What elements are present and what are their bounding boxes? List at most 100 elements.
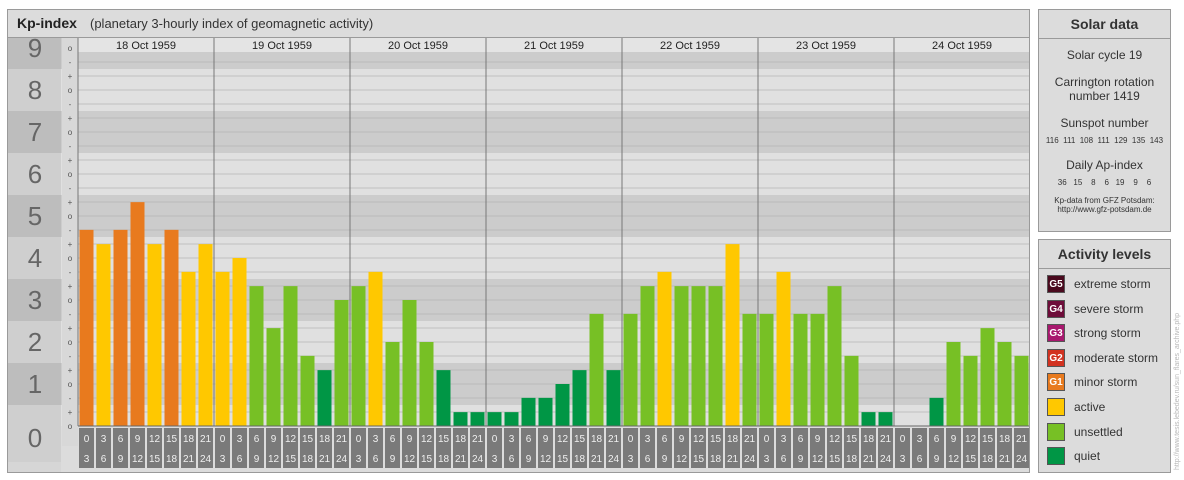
time-slot-box xyxy=(249,428,264,468)
time-slot-box xyxy=(674,428,689,468)
slot-end-label: 12 xyxy=(812,454,824,465)
time-slot-box xyxy=(487,428,502,468)
slot-end-label: 3 xyxy=(900,454,906,465)
slot-end-label: 21 xyxy=(999,454,1011,465)
minor-tick-label: + xyxy=(68,198,73,207)
slot-start-label: 15 xyxy=(846,434,858,445)
minor-tick-label: + xyxy=(68,366,73,375)
y-tick-label: 2 xyxy=(28,327,42,357)
source-line-2[interactable]: http://www.gfz-potsdam.de xyxy=(1057,205,1152,214)
kp-bar xyxy=(181,271,196,426)
slot-start-label: 12 xyxy=(149,434,161,445)
y-axis-band xyxy=(8,363,61,405)
source-line-1: Kp-data from GFZ Potsdam: xyxy=(1054,196,1155,205)
slot-end-label: 15 xyxy=(421,454,433,465)
y-axis-band xyxy=(8,38,61,69)
time-slot-box xyxy=(793,428,808,468)
time-slot-box xyxy=(640,428,655,468)
slot-start-label: 0 xyxy=(900,434,906,445)
y-axis-band xyxy=(8,111,61,153)
slot-end-label: 6 xyxy=(237,454,243,465)
slot-start-label: 6 xyxy=(526,434,532,445)
legend-item: quiet xyxy=(1047,447,1100,466)
slot-start-label: 0 xyxy=(628,434,634,445)
slot-start-label: 12 xyxy=(693,434,705,445)
time-slot-box xyxy=(708,428,723,468)
slot-end-label: 24 xyxy=(200,454,212,465)
kp-bar xyxy=(453,412,468,426)
kp-bar xyxy=(521,397,536,426)
chart-title: Kp-index xyxy=(17,15,77,31)
slot-end-label: 15 xyxy=(149,454,161,465)
time-slot-box xyxy=(606,428,621,468)
slot-end-label: 24 xyxy=(744,454,756,465)
day-label: 21 Oct 1959 xyxy=(524,40,584,52)
slot-end-label: 24 xyxy=(1016,454,1028,465)
slot-start-label: 15 xyxy=(574,434,586,445)
minor-tick-label: - xyxy=(69,394,72,403)
minor-tick-label: + xyxy=(68,324,73,333)
kp-bar xyxy=(963,355,978,426)
time-slot-box xyxy=(691,428,706,468)
time-slot-box xyxy=(147,428,162,468)
minor-tick-label: o xyxy=(68,170,73,179)
sunspot-values: 116 111 108 111 129 135 143 xyxy=(1045,136,1164,145)
slot-start-label: 9 xyxy=(135,434,141,445)
time-slot-box xyxy=(555,428,570,468)
kp-bar xyxy=(1014,355,1029,426)
slot-end-label: 12 xyxy=(948,454,960,465)
legend-swatch: G4 xyxy=(1047,299,1065,318)
kp-chart-panel: 0 1 2 3 4 5 6 7 8 9 o + - o + - o + - o + - o + - o + - o + - o + - o + - o 18… xyxy=(7,9,1030,473)
legend-swatch xyxy=(1047,398,1065,416)
kp-bar xyxy=(759,313,774,426)
kp-bar xyxy=(504,412,519,426)
legend-swatch: G2 xyxy=(1047,348,1065,367)
minor-tick-label: o xyxy=(68,86,73,95)
ap-title: Daily Ap-index xyxy=(1066,158,1143,172)
slot-end-label: 9 xyxy=(254,454,260,465)
slot-end-label: 12 xyxy=(404,454,416,465)
slot-end-label: 9 xyxy=(934,454,940,465)
time-slot-box xyxy=(521,428,536,468)
minor-tick-label: o xyxy=(68,254,73,263)
slot-start-label: 18 xyxy=(183,434,195,445)
legend-swatch: G3 xyxy=(1047,324,1065,343)
solar-data-panel: Solar data Solar cycle 19 Carrington rot… xyxy=(1038,9,1171,232)
minor-tick-label: o xyxy=(68,338,73,347)
slot-end-label: 3 xyxy=(84,454,90,465)
legend-swatch xyxy=(1047,422,1065,441)
kp-bar xyxy=(742,313,757,426)
time-slot-box xyxy=(79,428,94,468)
day-header-row xyxy=(78,38,1029,52)
slot-start-label: 6 xyxy=(934,434,940,445)
y-axis-band xyxy=(8,321,61,363)
slot-end-label: 15 xyxy=(557,454,569,465)
slot-start-label: 9 xyxy=(543,434,549,445)
slot-start-label: 12 xyxy=(557,434,569,445)
slot-end-label: 18 xyxy=(710,454,722,465)
slot-start-label: 0 xyxy=(492,434,498,445)
time-slot-box xyxy=(572,428,587,468)
slot-start-label: 21 xyxy=(1016,434,1028,445)
kp-bar xyxy=(147,244,162,426)
slot-end-label: 9 xyxy=(390,454,396,465)
slot-end-label: 6 xyxy=(781,454,787,465)
slot-end-label: 3 xyxy=(220,454,226,465)
kp-bar xyxy=(164,229,179,426)
slot-start-label: 3 xyxy=(781,434,787,445)
kp-bar xyxy=(946,342,961,426)
y-tick-label: 8 xyxy=(28,75,42,105)
slot-end-label: 6 xyxy=(645,454,651,465)
kp-bar xyxy=(470,412,485,426)
kp-bar xyxy=(249,286,264,426)
legend-label: minor storm xyxy=(1074,375,1138,390)
legend-label: extreme storm xyxy=(1074,277,1151,291)
kp-bar xyxy=(572,370,587,426)
day-label: 22 Oct 1959 xyxy=(660,40,720,52)
slot-start-label: 15 xyxy=(438,434,450,445)
day-label: 19 Oct 1959 xyxy=(252,40,312,52)
minor-tick-label: o xyxy=(68,422,73,431)
slot-start-label: 15 xyxy=(166,434,178,445)
sunspot-title: Sunspot number xyxy=(1060,116,1149,130)
solar-data-title: Solar data xyxy=(1039,10,1170,39)
